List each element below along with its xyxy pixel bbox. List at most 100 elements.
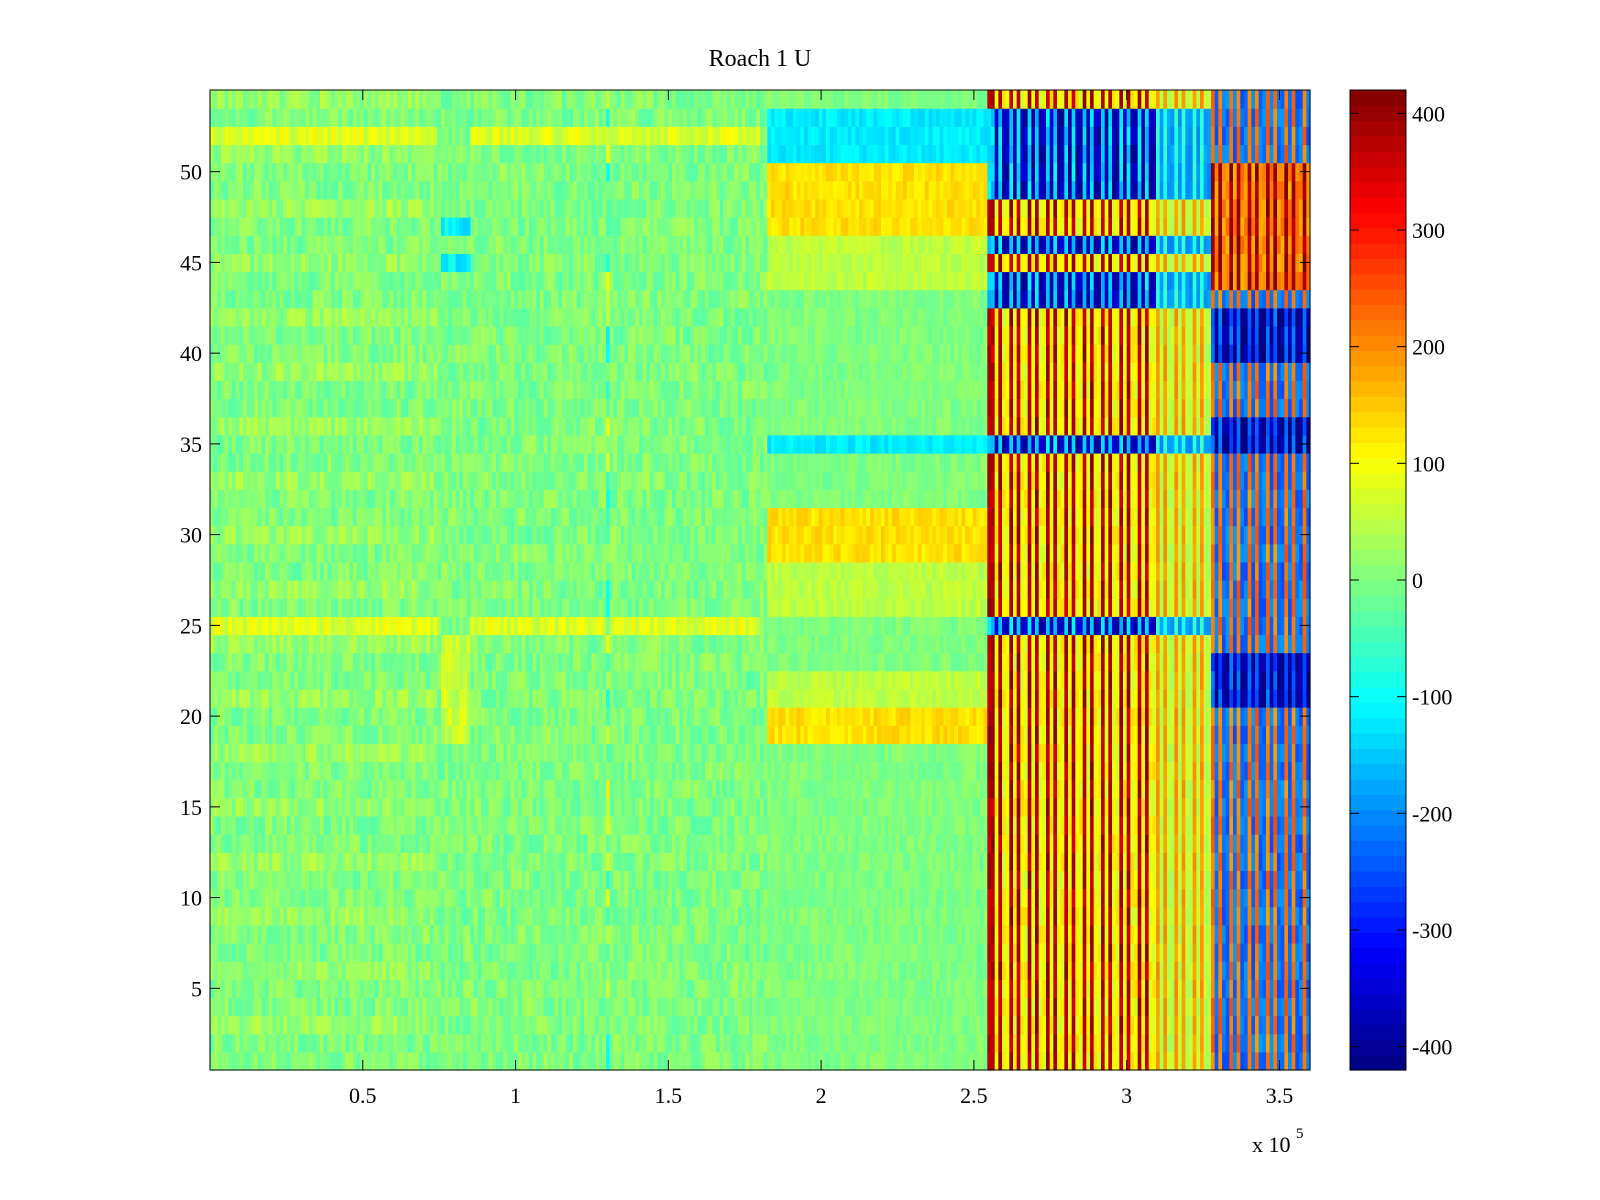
heatmap-cell [661, 815, 666, 835]
heatmap-cell [452, 924, 457, 944]
heatmap-cell [1075, 779, 1080, 799]
heatmap-cell [833, 779, 838, 799]
heatmap-cell [1192, 797, 1197, 817]
heatmap-cell [1086, 870, 1091, 890]
heatmap-cell [287, 761, 292, 781]
heatmap-cell [881, 815, 886, 835]
heatmap-cell [749, 797, 754, 817]
heatmap-cell [1262, 779, 1267, 799]
heatmap-cell [675, 834, 680, 853]
heatmap-cell [800, 834, 805, 853]
heatmap-cell [1306, 870, 1311, 890]
heatmap-cell [1218, 961, 1223, 980]
heatmap-cell [730, 1051, 735, 1071]
heatmap-cell [320, 870, 325, 890]
heatmap-cell [507, 961, 512, 980]
heatmap-cell [430, 761, 435, 781]
heatmap-cell [540, 961, 545, 980]
heatmap-cell [547, 815, 552, 835]
heatmap-cell [932, 906, 937, 926]
heatmap-cell [892, 852, 897, 871]
heatmap-cell [679, 888, 684, 908]
heatmap-cell [635, 870, 640, 890]
heatmap-cell [1185, 1015, 1190, 1035]
heatmap-cell [716, 906, 721, 926]
heatmap-cell [459, 1051, 464, 1071]
heatmap-cell [782, 961, 787, 980]
heatmap-cell [235, 961, 240, 980]
heatmap-cell [444, 797, 449, 817]
heatmap-cell [323, 1051, 328, 1071]
heatmap-cell [587, 1033, 592, 1053]
heatmap-cell [708, 797, 713, 817]
heatmap-cell [705, 834, 710, 853]
heatmap-cell [1064, 1033, 1069, 1053]
heatmap-cell [386, 779, 391, 799]
heatmap-cell [811, 942, 816, 962]
heatmap-cell [1189, 797, 1194, 817]
heatmap-cell [958, 852, 963, 871]
heatmap-cell [1299, 906, 1304, 926]
heatmap-cell [316, 942, 321, 962]
heatmap-cell [972, 979, 977, 999]
heatmap-cell [650, 997, 655, 1017]
heatmap-cell [1288, 997, 1293, 1017]
heatmap-cell [837, 906, 842, 926]
heatmap-cell [382, 797, 387, 817]
heatmap-cell [1288, 834, 1293, 853]
heatmap-cell [488, 1015, 493, 1035]
heatmap-cell [914, 906, 919, 926]
heatmap-cell [426, 979, 431, 999]
heatmap-cell [1211, 870, 1216, 890]
heatmap-cell [573, 1015, 578, 1035]
heatmap-cell [866, 997, 871, 1017]
heatmap-cell [745, 1015, 750, 1035]
heatmap-cell [1299, 961, 1304, 980]
heatmap-cell [749, 1051, 754, 1071]
heatmap-cell [1273, 815, 1278, 835]
heatmap-cell [877, 1015, 882, 1035]
heatmap-cell [268, 870, 273, 890]
heatmap-cell [1126, 906, 1131, 926]
heatmap-cell [859, 1033, 864, 1053]
heatmap-cell [965, 797, 970, 817]
heatmap-cell [265, 797, 270, 817]
heatmap-cell [1284, 997, 1289, 1017]
heatmap-cell [895, 906, 900, 926]
heatmap-cell [437, 979, 442, 999]
heatmap-cell [246, 1033, 251, 1053]
heatmap-cell [514, 924, 519, 944]
heatmap-cell [881, 852, 886, 871]
heatmap-cell [947, 1051, 952, 1071]
heatmap-cell [910, 979, 915, 999]
heatmap-cell [437, 779, 442, 799]
heatmap-cell [609, 1015, 614, 1035]
heatmap-cell [763, 1033, 768, 1053]
heatmap-cell [1236, 997, 1241, 1017]
heatmap-cell [976, 834, 981, 853]
heatmap-cell [701, 942, 706, 962]
heatmap-cell [470, 761, 475, 781]
heatmap-cell [1258, 852, 1263, 871]
heatmap-cell [697, 924, 702, 944]
heatmap-cell [741, 797, 746, 817]
heatmap-cell [496, 834, 501, 853]
heatmap-cell [250, 979, 255, 999]
heatmap-cell [430, 961, 435, 980]
heatmap-cell [246, 961, 251, 980]
heatmap-cell [976, 961, 981, 980]
heatmap-cell [752, 924, 757, 944]
heatmap-cell [474, 924, 479, 944]
heatmap-cell [1119, 815, 1124, 835]
heatmap-cell [518, 906, 523, 926]
heatmap-cell [998, 888, 1003, 908]
heatmap-cell [1064, 797, 1069, 817]
heatmap-cell [774, 1015, 779, 1035]
heatmap-cell [1302, 924, 1307, 944]
heatmap-cell [474, 906, 479, 926]
heatmap-cell [606, 779, 611, 799]
heatmap-cell [276, 852, 281, 871]
heatmap-cell [679, 1051, 684, 1071]
heatmap-cell [1141, 906, 1146, 926]
heatmap-cell [441, 797, 446, 817]
